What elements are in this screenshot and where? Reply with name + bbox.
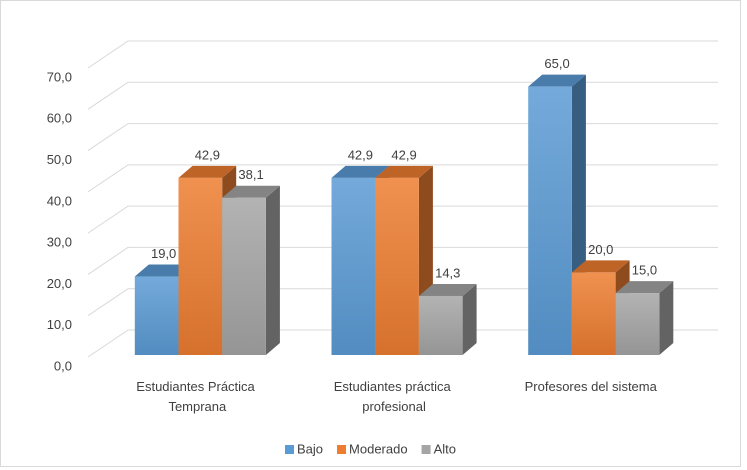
legend-label: Moderado — [349, 441, 408, 456]
grid-line — [87, 288, 718, 317]
bar-top — [615, 281, 674, 294]
bar-side — [659, 281, 674, 355]
data-label: 38,1 — [238, 167, 263, 182]
data-label: 15,0 — [632, 263, 657, 278]
y-tick-label: 10,0 — [47, 317, 72, 332]
bar — [331, 177, 376, 355]
legend-label: Alto — [434, 441, 456, 456]
bar-top — [528, 74, 586, 87]
bar-top — [222, 185, 280, 198]
grid-line — [87, 81, 718, 110]
grid-line — [87, 329, 718, 358]
x-tick-label: Estudiantes Práctica Temprana — [136, 379, 258, 414]
bar — [571, 272, 616, 355]
bar — [615, 293, 660, 355]
bar-top — [178, 165, 237, 178]
data-label: 42,9 — [195, 147, 220, 162]
grid-line — [87, 205, 718, 234]
grid-line — [87, 164, 718, 193]
bar — [375, 177, 419, 355]
bar — [134, 276, 179, 355]
data-label: 42,9 — [348, 147, 373, 162]
legend-label: Bajo — [297, 441, 323, 456]
data-label: 42,9 — [391, 147, 416, 162]
data-label: 20,0 — [588, 242, 613, 257]
y-tick-label: 50,0 — [47, 152, 72, 167]
y-tick-label: 70,0 — [47, 69, 72, 84]
data-label: 65,0 — [544, 56, 569, 71]
y-tick-label: 60,0 — [47, 111, 72, 126]
grid-line — [87, 246, 718, 275]
y-tick-label: 20,0 — [47, 276, 72, 291]
bar-side — [265, 185, 280, 355]
bar-top — [331, 165, 390, 178]
grid-line — [87, 123, 718, 151]
grid-line — [87, 40, 718, 69]
bar — [528, 86, 572, 356]
data-label: 14,3 — [435, 265, 460, 280]
y-tick-label: 40,0 — [47, 193, 72, 208]
data-label: 19,0 — [151, 246, 176, 261]
y-tick-label: 0,0 — [54, 358, 72, 373]
y-tick-label: 30,0 — [47, 235, 72, 250]
legend-swatch — [337, 445, 347, 454]
bar — [222, 197, 266, 355]
bar-top — [134, 264, 193, 277]
x-tick-label: Profesores del sistema — [525, 379, 658, 394]
x-tick-label: Estudiantes práctica profesional — [334, 379, 455, 414]
bar-top — [375, 165, 433, 178]
legend-swatch — [421, 445, 431, 454]
bar — [418, 295, 463, 355]
bar-top — [418, 283, 477, 296]
bar — [178, 177, 223, 355]
legend-swatch — [285, 445, 294, 454]
bar-side — [462, 283, 477, 355]
bar-top — [571, 260, 630, 273]
